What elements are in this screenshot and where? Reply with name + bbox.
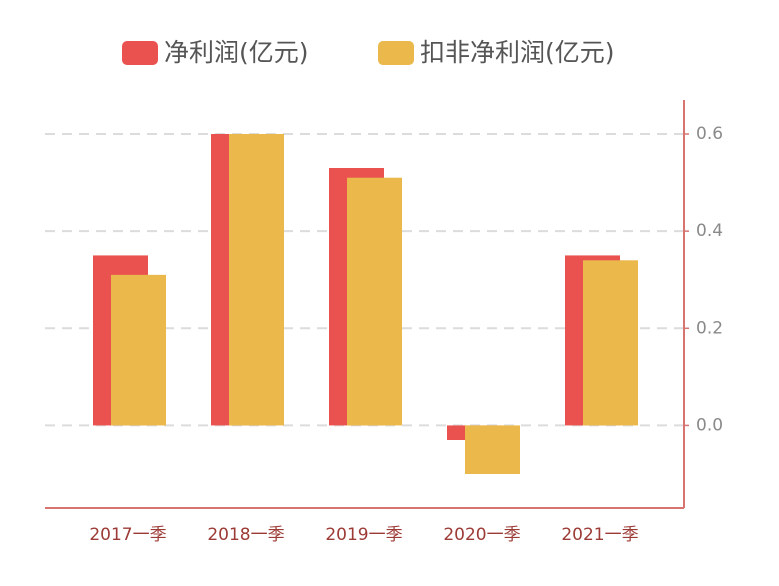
legend-swatch (122, 41, 158, 65)
bar (229, 134, 284, 426)
bar (111, 274, 166, 426)
x-tick-label: 2017一季 (89, 525, 166, 545)
bar (465, 425, 520, 474)
x-tick-label: 2020一季 (443, 525, 520, 545)
legend-label: 扣非净利润(亿元) (420, 38, 615, 67)
legend-swatch (378, 41, 414, 65)
bar (347, 177, 402, 426)
y-tick-label: 0.2 (696, 318, 723, 338)
y-tick-label: 0.6 (696, 124, 723, 144)
legend-label: 净利润(亿元) (164, 38, 309, 67)
bar (583, 260, 638, 426)
y-tick-label: 0.0 (696, 415, 723, 435)
x-tick-label: 2018一季 (207, 525, 284, 545)
y-tick-label: 0.4 (696, 221, 723, 241)
x-tick-label: 2019一季 (325, 525, 402, 545)
x-tick-label: 2021一季 (561, 525, 638, 545)
